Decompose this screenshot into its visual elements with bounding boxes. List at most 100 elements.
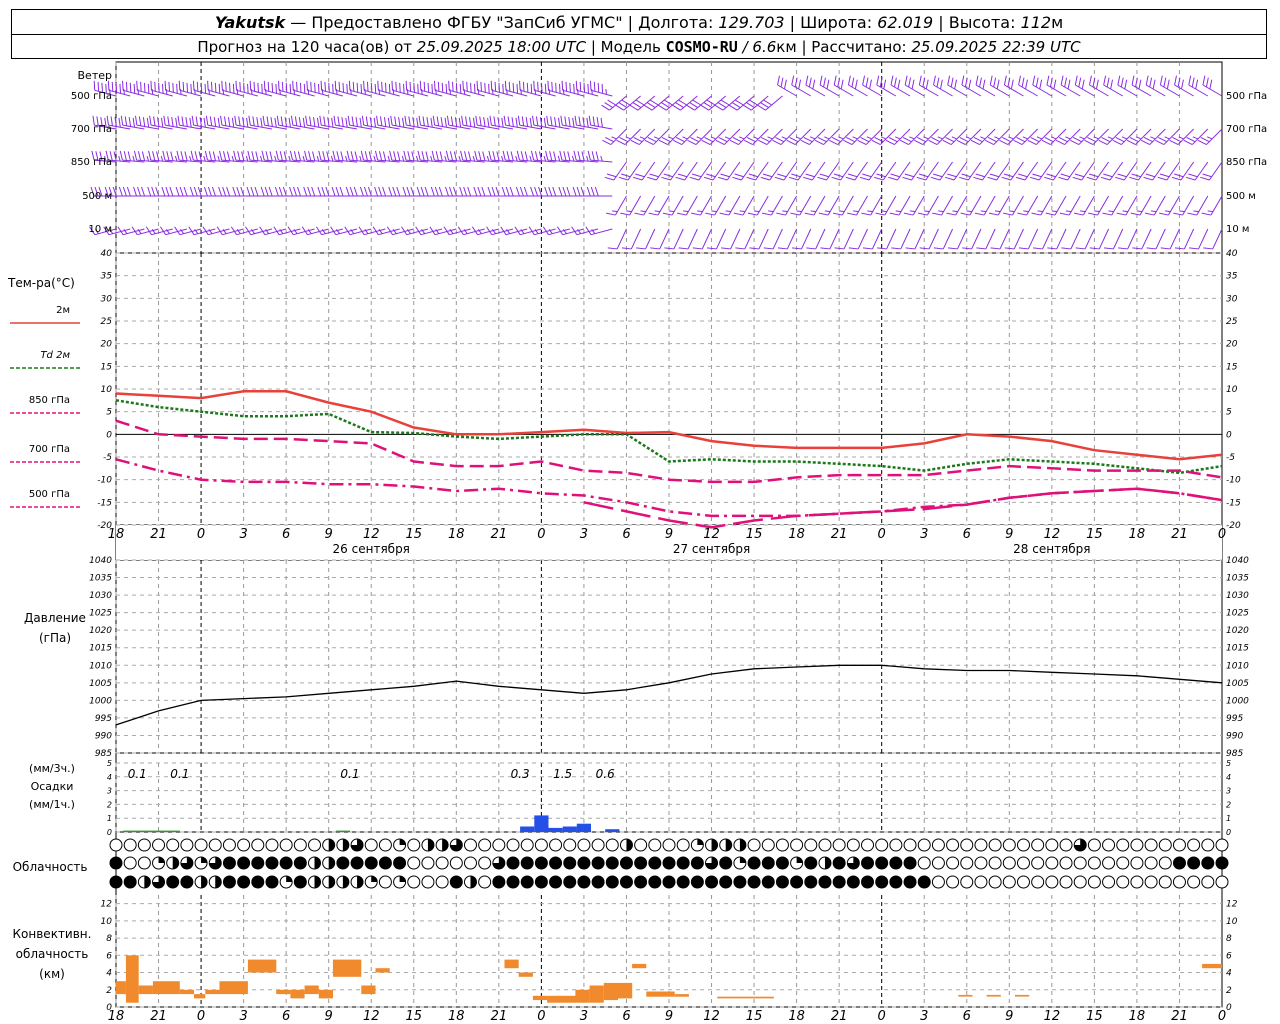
wind-barb-flag [296, 81, 298, 92]
hour-tick-label-bottom: 9 [325, 1009, 333, 1024]
wind-barb-flag [99, 151, 103, 161]
wind-barb-half [866, 136, 872, 140]
wind-barb-flag [689, 176, 700, 181]
wind-barb-half [520, 229, 525, 234]
wind-barb-flag [798, 79, 802, 90]
wind-barb-flag [888, 137, 898, 143]
wind-barb [700, 95, 727, 111]
wind-barb-flag [606, 212, 616, 216]
wind-barb-flag [649, 99, 659, 106]
wind-barb-half [571, 155, 575, 162]
wind-barb-half [350, 89, 352, 95]
wind-barb [247, 150, 273, 163]
wind-barb-flag [169, 186, 174, 197]
precip-tick-label-left: 1 [107, 814, 112, 823]
hour-tick-label-bottom: 15 [746, 1009, 763, 1024]
wind-barb-staff [1027, 228, 1039, 250]
cloud-circle [1158, 875, 1172, 889]
wind-barb-flag [567, 151, 571, 161]
cloud-circle-outline [818, 838, 832, 852]
wind-barb-flag [333, 115, 336, 126]
wind-barb-flag [487, 117, 490, 128]
wind-barb-half [640, 210, 646, 213]
cloud-circle [563, 838, 577, 852]
wind-barb-flag [260, 186, 265, 197]
wind-barb-staff [823, 128, 840, 145]
wind-barb-flag [931, 137, 941, 143]
wind-barb-flag [382, 151, 387, 161]
wind-barb-flag [573, 83, 575, 94]
wind-barb-flag [137, 186, 142, 197]
wind-barb-half [250, 229, 255, 234]
cloud-circle-outline [988, 875, 1002, 889]
cloud-circle-outline [634, 875, 648, 889]
wind-barb [1070, 128, 1095, 146]
cloud-circle [775, 856, 789, 870]
cloud-circle-outline [931, 856, 945, 870]
wind-barb-flag [241, 151, 245, 161]
wind-barb-flag [908, 77, 912, 88]
wind-barb-flag [538, 151, 543, 161]
wind-barb-flag [120, 115, 124, 126]
cloud-circle [705, 856, 719, 870]
cloud-circle-outline [1116, 856, 1130, 870]
wind-barb-staff [1035, 128, 1053, 145]
wind-barb-half [288, 155, 291, 162]
wind-barb-flag [195, 116, 199, 126]
wind-barb-flag [250, 186, 255, 197]
wind-barb-staff [841, 195, 854, 216]
wind-barb-half [1165, 210, 1171, 213]
wind-barb-flag [396, 186, 401, 197]
cloud-circle [393, 856, 407, 870]
wind-barb-flag [450, 116, 454, 126]
wind-barb-flag [188, 226, 195, 235]
wind-barb-flag [279, 151, 283, 161]
wind-barb-half [653, 136, 660, 140]
wind-barb-flag [1045, 212, 1056, 216]
wind-barb-flag [1163, 77, 1167, 88]
wind-barb-flag [439, 151, 443, 161]
conv-tick-label-right: 8 [1226, 934, 1232, 944]
wind-barb-flag [449, 186, 453, 197]
cloud-circle-outline [222, 875, 236, 889]
wind-barb-flag [1074, 75, 1078, 86]
wind-barb-flag [133, 150, 138, 161]
wind-barb-flag [405, 80, 408, 91]
wind-barb-flag [663, 173, 673, 178]
wind-barb-flag [1130, 212, 1141, 216]
wind-barb-flag [432, 115, 436, 126]
cloud-circle-outline [676, 875, 690, 889]
wind-barb-flag [269, 151, 273, 161]
wind-barb-flag [1035, 77, 1039, 88]
wind-barb-flag [155, 186, 160, 197]
wind-barb [376, 115, 400, 130]
wind-barb-flag [1174, 173, 1184, 178]
hour-tick-label-bottom: 21 [831, 1009, 848, 1024]
conv-cloud-bar [194, 994, 206, 999]
wind-barb [818, 195, 840, 216]
conv-cloud-bar [361, 985, 376, 995]
cloud-circle-outline [1187, 838, 1201, 852]
wind-barb-flag [883, 79, 887, 90]
wind-barb-half [938, 210, 944, 213]
wind-barb [460, 150, 485, 163]
wind-barb-flag [312, 151, 316, 161]
wind-barb-flag [136, 80, 138, 91]
wind-barb-flag [182, 81, 185, 92]
wind-barb-flag [220, 115, 223, 126]
wind-barb-half [330, 155, 334, 162]
hour-tick-label-bottom: 0 [878, 1009, 886, 1024]
cloud-circle-fill [725, 839, 732, 851]
conv-cloud-bar [717, 996, 774, 999]
precip-tick-label-right: 5 [1226, 759, 1231, 768]
cloud-circle-outline [265, 838, 279, 852]
wind-barb [891, 228, 911, 250]
wind-barb-half [137, 89, 140, 95]
wind-barb [1098, 128, 1124, 146]
conv-cloud-bar [1015, 994, 1030, 997]
wind-barb-flag [203, 117, 206, 128]
wind-barb-half [1179, 210, 1185, 213]
wind-barb-flag [458, 117, 462, 128]
wind-barb [1159, 195, 1180, 216]
cloud-circle [222, 856, 236, 870]
